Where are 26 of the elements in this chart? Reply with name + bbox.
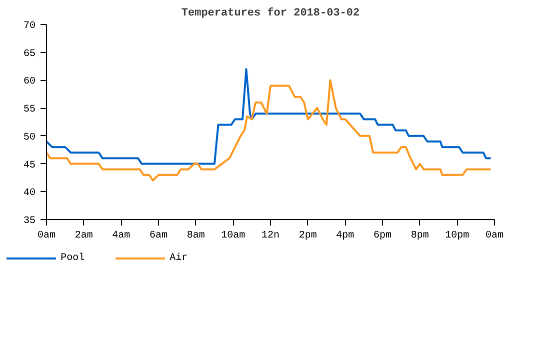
x-tick-label: 6pm	[374, 230, 392, 242]
x-tick-label: 8am	[186, 230, 205, 242]
x-tick-label: 4am	[112, 230, 130, 242]
x-tick-label: 0am	[38, 230, 56, 242]
x-tick-label: 10am	[221, 230, 246, 242]
x-tick-label: 0am	[486, 230, 504, 242]
x-tick-label: 4pm	[336, 230, 354, 242]
y-tick-label: 35	[24, 216, 36, 227]
y-tick-label: 60	[24, 76, 36, 88]
y-tick-label: 55	[24, 104, 36, 116]
x-tick-label: 2am	[74, 230, 93, 242]
y-tick-label: 45	[24, 160, 36, 172]
y-tick-label: 50	[24, 132, 36, 144]
x-tick-label: 6am	[150, 230, 168, 242]
y-tick-label: 65	[24, 48, 36, 60]
x-tick-label: 8pm	[410, 230, 429, 242]
y-tick-label: 40	[24, 188, 36, 200]
x-tick-label: 12n	[262, 230, 280, 242]
line-series	[46, 68, 492, 165]
chart-title: Temperatures for 2018-03-02	[181, 6, 360, 20]
x-tick-label: 10pm	[445, 230, 470, 242]
y-tick-label: 70	[24, 21, 36, 32]
x-tick-label: 2pm	[298, 230, 317, 242]
legend-label: Air	[170, 252, 189, 264]
legend-label: Pool	[60, 252, 85, 264]
line-series	[46, 79, 492, 182]
